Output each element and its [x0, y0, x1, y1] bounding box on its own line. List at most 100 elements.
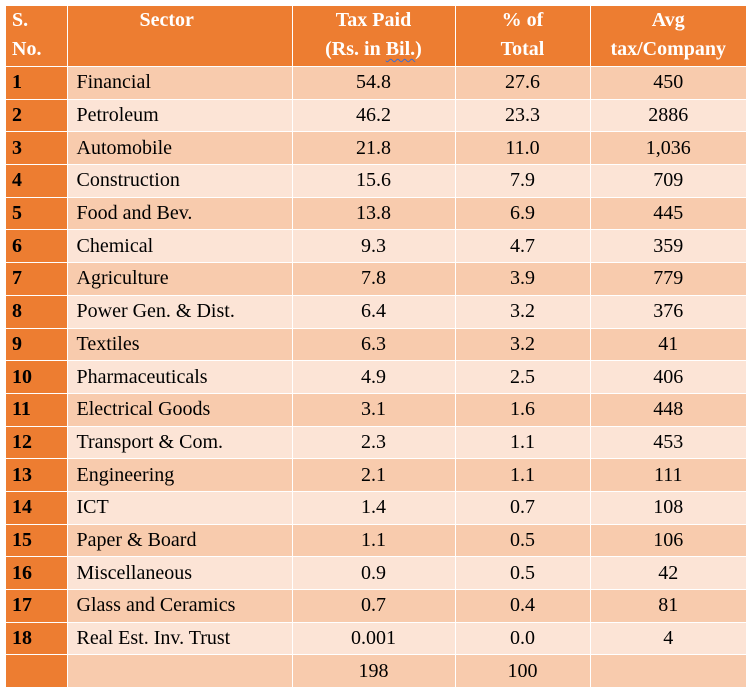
sector-cell: Construction — [67, 165, 292, 198]
percent-total-cell: 0.0 — [455, 622, 590, 655]
avg-tax-cell: 42 — [590, 557, 746, 590]
percent-total-cell: 27.6 — [455, 67, 590, 100]
serial-number-cell: 5 — [6, 197, 67, 230]
avg-tax-cell: 779 — [590, 263, 746, 296]
percent-total-cell: 3.2 — [455, 328, 590, 361]
sector-cell: Pharmaceuticals — [67, 361, 292, 394]
total-serial-cell — [6, 655, 67, 687]
sector-cell: Paper & Board — [67, 524, 292, 557]
total-sector-cell — [67, 655, 292, 687]
avg-tax-cell: 81 — [590, 590, 746, 623]
header-tax-paid: Tax Paid (Rs. in Bil.) — [292, 6, 455, 67]
serial-number-cell: 12 — [6, 426, 67, 459]
percent-total-cell: 1.1 — [455, 426, 590, 459]
percent-total-cell: 1.6 — [455, 393, 590, 426]
sector-cell: Chemical — [67, 230, 292, 263]
serial-number-cell: 4 — [6, 165, 67, 198]
percent-total-cell: 0.4 — [455, 590, 590, 623]
sector-cell: Electrical Goods — [67, 393, 292, 426]
tax-paid-cell: 6.4 — [292, 295, 455, 328]
percent-total-cell: 23.3 — [455, 99, 590, 132]
avg-tax-cell: 448 — [590, 393, 746, 426]
serial-number-cell: 3 — [6, 132, 67, 165]
percent-total-cell: 4.7 — [455, 230, 590, 263]
sector-cell: Financial — [67, 67, 292, 100]
tax-paid-cell: 0.9 — [292, 557, 455, 590]
tax-paid-cell: 15.6 — [292, 165, 455, 198]
sector-tax-table: S. No. Sector Tax Paid (Rs. in Bil.) % o… — [6, 6, 746, 687]
total-avg-cell — [590, 655, 746, 687]
avg-tax-cell: 41 — [590, 328, 746, 361]
sector-cell: Textiles — [67, 328, 292, 361]
serial-number-cell: 16 — [6, 557, 67, 590]
tax-paid-cell: 13.8 — [292, 197, 455, 230]
tax-paid-cell: 2.1 — [292, 459, 455, 492]
serial-number-cell: 13 — [6, 459, 67, 492]
header-avg-tax-per-company: Avg tax/Company — [590, 6, 746, 67]
avg-tax-cell: 4 — [590, 622, 746, 655]
total-tax-paid-cell: 198 — [292, 655, 455, 687]
avg-tax-cell: 453 — [590, 426, 746, 459]
percent-total-cell: 0.7 — [455, 491, 590, 524]
sector-cell: Food and Bev. — [67, 197, 292, 230]
percent-total-cell: 0.5 — [455, 557, 590, 590]
sector-cell: Power Gen. & Dist. — [67, 295, 292, 328]
avg-tax-cell: 2886 — [590, 99, 746, 132]
document-page: S. No. Sector Tax Paid (Rs. in Bil.) % o… — [6, 6, 746, 687]
percent-total-cell: 3.9 — [455, 263, 590, 296]
avg-tax-cell: 406 — [590, 361, 746, 394]
percent-total-cell: 0.5 — [455, 524, 590, 557]
percent-total-cell: 3.2 — [455, 295, 590, 328]
tax-paid-cell: 0.001 — [292, 622, 455, 655]
tax-paid-cell: 54.8 — [292, 67, 455, 100]
avg-tax-cell: 376 — [590, 295, 746, 328]
sector-cell: Glass and Ceramics — [67, 590, 292, 623]
avg-tax-cell: 108 — [590, 491, 746, 524]
serial-number-cell: 6 — [6, 230, 67, 263]
serial-number-cell: 18 — [6, 622, 67, 655]
tax-paid-cell: 1.1 — [292, 524, 455, 557]
avg-tax-cell: 111 — [590, 459, 746, 492]
tax-paid-cell: 0.7 — [292, 590, 455, 623]
percent-total-cell: 1.1 — [455, 459, 590, 492]
sector-cell: Petroleum — [67, 99, 292, 132]
avg-tax-cell: 1,036 — [590, 132, 746, 165]
header-row: S. No. Sector Tax Paid (Rs. in Bil.) % o… — [6, 6, 746, 67]
avg-tax-cell: 106 — [590, 524, 746, 557]
tax-paid-cell: 21.8 — [292, 132, 455, 165]
sector-cell: Agriculture — [67, 263, 292, 296]
sector-cell: Real Est. Inv. Trust — [67, 622, 292, 655]
tax-paid-cell: 6.3 — [292, 328, 455, 361]
header-serial-number: S. No. — [6, 6, 67, 67]
total-percent-cell: 100 — [455, 655, 590, 687]
sector-cell: Engineering — [67, 459, 292, 492]
sector-cell: Miscellaneous — [67, 557, 292, 590]
sector-cell: Transport & Com. — [67, 426, 292, 459]
sector-cell: Automobile — [67, 132, 292, 165]
tax-paid-cell: 7.8 — [292, 263, 455, 296]
table-header: S. No. Sector Tax Paid (Rs. in Bil.) % o… — [6, 6, 746, 67]
avg-tax-cell: 709 — [590, 165, 746, 198]
header-percent-total: % of Total — [455, 6, 590, 67]
percent-total-cell: 11.0 — [455, 132, 590, 165]
spellcheck-underline: Bil. — [386, 38, 415, 60]
tax-paid-cell: 3.1 — [292, 393, 455, 426]
percent-total-cell: 6.9 — [455, 197, 590, 230]
serial-number-cell: 11 — [6, 393, 67, 426]
